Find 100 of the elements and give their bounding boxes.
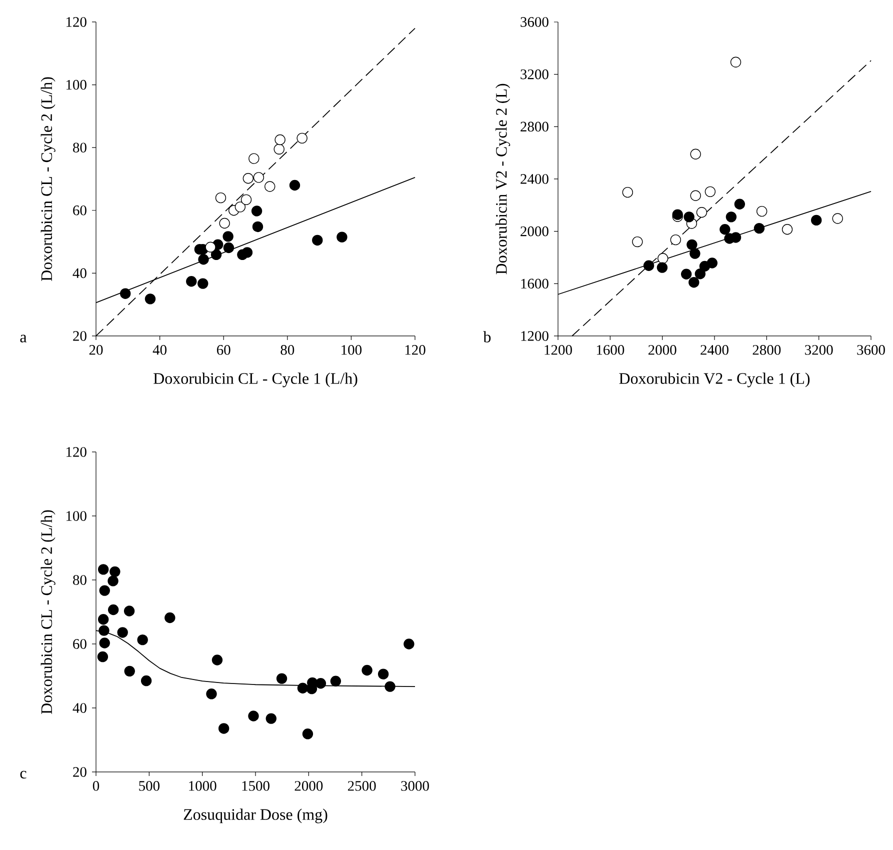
point <box>756 206 768 217</box>
y-tick-label: 120 <box>66 447 86 457</box>
point <box>110 566 120 578</box>
x-tick-label: 20 <box>89 345 103 355</box>
point <box>632 236 643 248</box>
point <box>782 224 793 235</box>
point <box>242 247 253 258</box>
point <box>137 634 148 646</box>
point <box>222 231 234 242</box>
point <box>248 153 260 164</box>
point <box>336 232 348 242</box>
point <box>144 294 156 304</box>
x-tick-label: 120 <box>405 345 426 355</box>
x-tick-label: 40 <box>152 345 166 355</box>
point <box>212 654 223 666</box>
point <box>730 232 742 243</box>
point <box>315 678 326 689</box>
point <box>378 668 389 680</box>
point <box>198 278 208 289</box>
point <box>274 144 284 155</box>
point <box>98 625 110 636</box>
point <box>656 262 668 273</box>
point <box>658 253 668 264</box>
point <box>696 207 708 218</box>
x-tick-label: 1600 <box>596 345 624 355</box>
point <box>730 56 742 68</box>
point <box>690 248 700 259</box>
point <box>252 221 264 232</box>
point <box>117 627 128 638</box>
x-tick-label: 60 <box>216 345 230 355</box>
point <box>330 676 342 686</box>
x-tick-label: 80 <box>280 345 294 355</box>
point <box>251 206 262 216</box>
y-tick-label: 100 <box>66 511 86 521</box>
point <box>266 713 276 724</box>
x-tick-label: 1500 <box>242 781 270 791</box>
point <box>124 606 135 616</box>
x-tick-label: 1000 <box>189 781 216 791</box>
point <box>124 666 135 677</box>
point <box>643 260 654 271</box>
y-tick-label: 2800 <box>520 122 548 132</box>
point <box>726 212 737 222</box>
y-tick-label: 3600 <box>520 17 548 27</box>
y-tick-label: 20 <box>73 767 86 777</box>
x-tick-label: 1200 <box>544 345 572 355</box>
point <box>248 710 259 722</box>
x-tick-label: 3600 <box>857 345 885 355</box>
y-tick-label: 60 <box>73 205 86 216</box>
y-tick-label: 2400 <box>520 174 548 184</box>
point <box>218 723 230 734</box>
y-tick-label: 60 <box>73 639 86 649</box>
point <box>690 190 701 201</box>
point <box>704 186 716 198</box>
point <box>289 180 300 191</box>
point <box>99 585 110 596</box>
point <box>686 239 698 250</box>
y-tick-label: 1200 <box>521 331 548 341</box>
point <box>690 148 701 160</box>
point <box>404 638 414 650</box>
point <box>108 576 118 586</box>
point <box>98 564 109 575</box>
y-axis-title: Doxorubicin V2 - Cycle 2 (L) <box>496 84 510 274</box>
point <box>97 651 108 662</box>
point <box>215 192 226 204</box>
x-tick-label: 3000 <box>401 781 429 791</box>
point <box>253 172 264 183</box>
text: a <box>20 334 27 342</box>
y-tick-label: 120 <box>66 17 86 27</box>
point <box>832 213 843 224</box>
point <box>622 186 633 198</box>
point <box>384 681 396 692</box>
point <box>276 673 288 684</box>
x-axis-title: Doxorubicin V2 - Cycle 1 (L) <box>619 372 810 388</box>
x-axis-title: Doxorubicin CL - Cycle 1 (L/h) <box>154 372 358 388</box>
point <box>264 181 276 192</box>
y-tick-label: 40 <box>72 703 86 713</box>
x-tick-label: 100 <box>342 345 362 355</box>
y-axis-title: Doxorubicin CL - Cycle 2 (L/h) <box>40 510 56 714</box>
y-tick-label: 20 <box>73 331 86 341</box>
point <box>706 258 718 268</box>
x-tick-label: 2500 <box>348 781 376 791</box>
x-tick-label: 2000 <box>294 781 323 791</box>
point <box>274 134 286 146</box>
y-tick-label: 2000 <box>520 226 548 236</box>
point <box>754 222 765 234</box>
point <box>362 664 372 676</box>
point <box>120 288 131 299</box>
point <box>240 194 252 206</box>
point <box>312 234 323 246</box>
point <box>694 268 706 280</box>
x-tick-label: 2400 <box>700 345 728 355</box>
y-tick-label: 3200 <box>520 69 548 80</box>
x-axis-title: Zosuquidar Dose (mg) <box>184 808 328 824</box>
point <box>688 276 700 288</box>
x-tick-label: 0 <box>92 781 100 791</box>
x-tick-label: 500 <box>139 781 160 791</box>
y-axis-title: Doxorubicin CL - Cycle 2 (L/h) <box>40 77 56 281</box>
point <box>734 198 746 210</box>
point <box>302 728 314 740</box>
y-tick-label: 80 <box>73 575 86 585</box>
